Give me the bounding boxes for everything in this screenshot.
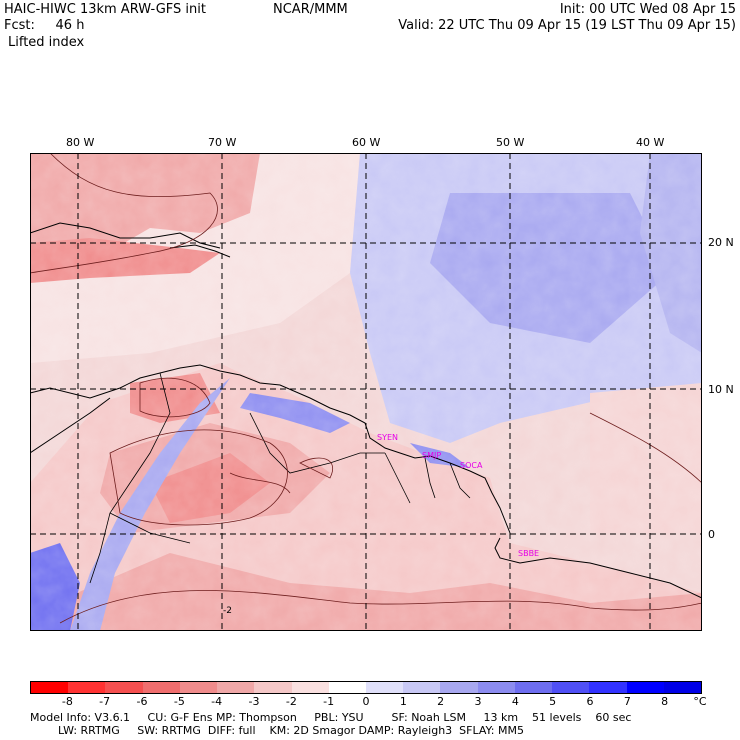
suriname-border: [424, 457, 436, 499]
lon-label-70w: 70 W: [208, 136, 237, 149]
colorbar-segment: [254, 682, 292, 693]
colorbar-segment: [365, 682, 404, 693]
colorbar-segment: [179, 682, 218, 693]
colorbar-tick-label: 2: [437, 695, 445, 708]
colorbar-tick-label: 6: [586, 695, 594, 708]
colorbar-segment: [663, 682, 701, 693]
colorbar-unit: °C: [693, 695, 707, 708]
lon-label-60w: 60 W: [352, 136, 381, 149]
org-label: NCAR/MMM: [273, 2, 348, 17]
cuba-coast: [29, 222, 221, 249]
station-smjp: SMJP: [422, 451, 441, 460]
lat-label-10n: 10 N: [708, 383, 734, 396]
init-time: Init: 00 UTC Wed 08 Apr 15: [559, 2, 736, 17]
colorbar-segment: [440, 682, 478, 693]
guyana-border: [384, 452, 411, 504]
colorbar-tick-label: 7: [623, 695, 631, 708]
lon-label-40w: 40 W: [636, 136, 665, 149]
colorbar-segment: [403, 682, 441, 693]
colorbar-tick-label: 3: [474, 695, 482, 708]
field-name: Lifted index: [8, 35, 85, 50]
colorbar-segment: [291, 682, 329, 693]
forecast-hour: Fcst: 46 h: [4, 18, 85, 33]
colorbar-segment: [328, 682, 366, 693]
panama-coast: [29, 397, 111, 454]
colorbar-tick-label: -5: [173, 695, 185, 708]
colorbar-segment: [589, 682, 627, 693]
footer-model-info: Model Info: V3.6.1 CU: G-F Ens MP: Thomp…: [30, 711, 632, 724]
lon-label-80w: 80 W: [66, 136, 95, 149]
colorbar-segment: [142, 682, 180, 693]
model-title: HAIC-HIWC 13km ARW-GFS init: [4, 2, 206, 17]
colorbar-tick-label: 8: [661, 695, 669, 708]
colorbar: [30, 681, 702, 694]
valid-time: Valid: 22 UTC Thu 09 Apr 15 (19 LST Thu …: [398, 18, 736, 33]
grid-lines: [30, 153, 702, 631]
colorbar-segment: [514, 682, 553, 693]
colorbar-segment: [626, 682, 664, 693]
map-frame: [30, 153, 702, 631]
colorbar-tick-label: 0: [362, 695, 370, 708]
footer-physics-info: LW: RRTMG SW: RRTMG DIFF: full KM: 2D Sm…: [30, 724, 524, 737]
coastlines: [29, 222, 703, 599]
lat-label-20n: 20 N: [708, 236, 734, 249]
colorbar-tick-label: -6: [136, 695, 148, 708]
colorbar-tick-label: -2: [285, 695, 297, 708]
lifted-index-map: SYEN SMJP SOCA SBBE -2: [29, 152, 703, 631]
colorbar-tick-label: 1: [399, 695, 407, 708]
south-america-coast: [29, 364, 511, 534]
french-guiana-border: [449, 462, 471, 499]
station-syen: SYEN: [377, 433, 398, 442]
colorbar-segment: [217, 682, 255, 693]
colorbar-segment: [552, 682, 590, 693]
colorbar-tick-label: -1: [323, 695, 335, 708]
colombia-peru-border: [109, 512, 191, 544]
lon-label-50w: 50 W: [496, 136, 525, 149]
station-sbbe: SBBE: [518, 549, 539, 558]
colorbar-segment: [105, 682, 143, 693]
contour-label: -2: [223, 606, 232, 616]
colorbar-tick-label: -3: [248, 695, 260, 708]
colorbar-tick-label: -7: [99, 695, 111, 708]
colorbar-segment: [31, 682, 69, 693]
colorbar-segment: [68, 682, 106, 693]
colombia-venezuela-border: [89, 372, 171, 584]
colorbar-tick-label: 5: [549, 695, 557, 708]
contour-lines: [29, 152, 703, 624]
colorbar-tick-label: 4: [511, 695, 519, 708]
colorbar-segment: [477, 682, 515, 693]
station-soca: SOCA: [460, 461, 483, 470]
colorbar-tick-label: -8: [61, 695, 73, 708]
colorbar-tick-label: -4: [211, 695, 223, 708]
map-panel[interactable]: SYEN SMJP SOCA SBBE -2: [29, 152, 703, 631]
lat-label-0: 0: [708, 528, 715, 541]
amazon-mouth-coast: [494, 537, 703, 599]
